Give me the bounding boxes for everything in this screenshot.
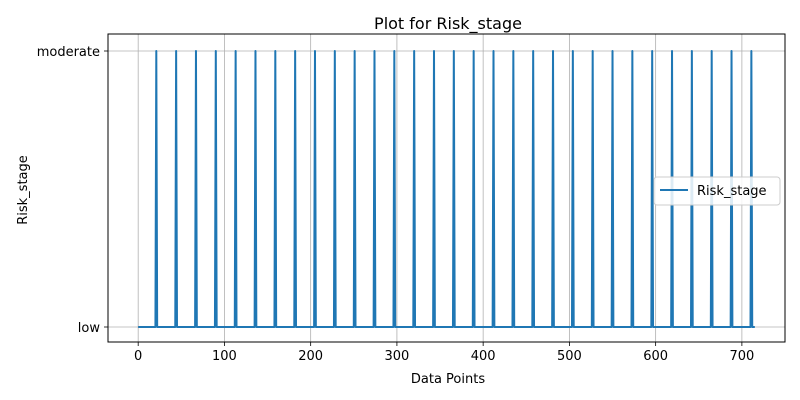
series-layer <box>138 50 755 328</box>
y-axis-title: Risk_stage <box>16 155 31 225</box>
x-tick-label: 200 <box>298 349 323 364</box>
x-tick-label: 600 <box>643 349 668 364</box>
y-axis: low moderate <box>37 45 108 336</box>
y-tick-label: moderate <box>37 45 100 60</box>
x-axis: 0 100 200 300 400 500 600 700 <box>134 342 754 364</box>
x-tick-label: 400 <box>471 349 496 364</box>
plot-frame <box>107 33 786 343</box>
x-tick-label: 700 <box>729 349 754 364</box>
chart-title: Plot for Risk_stage <box>374 14 522 34</box>
legend: Risk_stage <box>653 176 781 206</box>
x-axis-title: Data Points <box>411 372 485 387</box>
series-line-0 <box>138 50 755 328</box>
legend-label: Risk_stage <box>697 184 767 199</box>
y-tick-label: low <box>78 321 101 336</box>
x-tick-label: 500 <box>557 349 582 364</box>
x-tick-label: 0 <box>134 349 142 364</box>
legend-box <box>653 176 781 206</box>
x-tick-label: 100 <box>212 349 237 364</box>
x-tick-label: 300 <box>384 349 409 364</box>
